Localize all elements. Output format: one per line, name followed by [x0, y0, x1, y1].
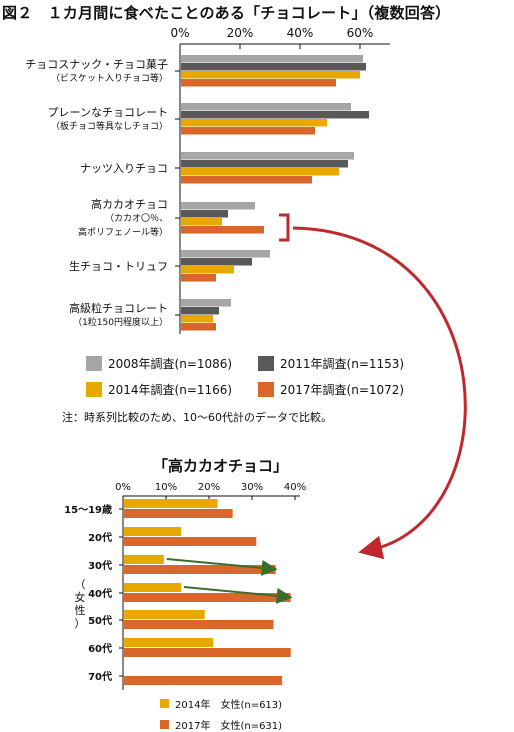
- main-category-label: （板チョコ等具なしチョコ）: [51, 120, 168, 132]
- main-x-tick-label: 20%: [227, 26, 254, 40]
- trend-arrow: [166, 558, 278, 576]
- main-bar: [181, 274, 216, 282]
- legend-item-2008: 2008年調査(n=1086): [86, 355, 232, 372]
- sub-category-label: 40代: [88, 587, 112, 600]
- sub-category-label: 60代: [88, 642, 112, 655]
- sub-bar: [124, 593, 291, 602]
- sub-x-tick-label: 30%: [241, 482, 263, 493]
- legend-swatch-2014: [86, 382, 102, 397]
- main-bar: [181, 250, 270, 258]
- main-category-label: 高ポリフェノール等）: [78, 226, 168, 238]
- sub-x-tick-label: 0%: [115, 482, 131, 493]
- main-bar: [181, 152, 354, 160]
- main-bar: [181, 307, 219, 315]
- main-bar: [181, 202, 255, 210]
- main-category-label: 高カカオチョコ: [91, 197, 168, 211]
- legend-swatch-2008: [86, 356, 102, 371]
- female-label-close: ）: [74, 617, 86, 630]
- main-bar: [181, 119, 327, 127]
- main-bar: [181, 103, 351, 111]
- female-label-open: （: [74, 578, 86, 591]
- sub-chart-title: 「高カカオチョコ」: [153, 457, 289, 475]
- sub-x-tick-label: 20%: [198, 482, 220, 493]
- main-bar: [181, 168, 339, 176]
- main-category-label: 高級粒チョコレート: [69, 301, 168, 315]
- main-x-tick-label: 60%: [347, 26, 374, 40]
- figure-title: 図２ １カ月間に食べたことのある「チョコレート」（複数回答）: [2, 4, 451, 22]
- legend-item-2014: 2014年調査(n=1166): [86, 381, 232, 398]
- main-category-label: 生チョコ・トリュフ: [69, 259, 168, 273]
- footnote: 注：時系列比較のため、10～60代計のデータで比較。: [62, 411, 332, 424]
- sub-legend-item-2014: 2014年 女性(n=613): [160, 696, 282, 711]
- main-bar: [181, 218, 222, 226]
- main-bar: [181, 176, 312, 184]
- trend-arrow: [183, 586, 293, 604]
- sub-bar: [124, 509, 233, 518]
- sub-legend-item-2017: 2017年 女性(n=631): [160, 717, 282, 732]
- female-label-char1: 女: [74, 591, 86, 604]
- main-category-label: （ビスケット入りチョコ等）: [51, 72, 168, 84]
- legend-label-2008: 2008年調査(n=1086): [108, 357, 233, 371]
- main-bar: [181, 63, 366, 71]
- main-category-label: （カカオ〇％、: [105, 213, 168, 224]
- main-x-tick-label: 40%: [287, 26, 314, 40]
- sub-legend-swatch-2017: [160, 720, 169, 729]
- sub-category-label: 30代: [88, 559, 112, 572]
- main-category-label: ナッツ入りチョコ: [80, 162, 168, 175]
- main-category-label: プレーンなチョコレート: [48, 106, 168, 119]
- main-bar: [181, 315, 213, 323]
- main-bar: [181, 258, 252, 266]
- sub-bar: [124, 499, 218, 508]
- main-bar: [181, 160, 348, 168]
- sub-category-label: 15～19歳: [64, 503, 112, 516]
- main-bar: [181, 299, 231, 307]
- sub-legend-label-2017: 2017年 女性(n=631): [175, 721, 283, 732]
- sub-category-label: 70代: [88, 670, 112, 683]
- sub-bar: [124, 537, 257, 546]
- sub-bar: [124, 583, 182, 592]
- legend-swatch-2011: [258, 356, 274, 371]
- sub-legend-label-2014: 2014年 女性(n=613): [175, 700, 283, 711]
- main-bar: [181, 323, 216, 331]
- legend-swatch-2017: [258, 382, 274, 397]
- main-bar: [181, 79, 336, 87]
- main-bar: [181, 55, 363, 63]
- main-bar: [181, 226, 264, 234]
- sub-bar: [124, 610, 205, 619]
- main-bar: [181, 127, 315, 135]
- main-x-tick-label: 0%: [170, 26, 189, 40]
- sub-bar: [124, 565, 276, 574]
- sub-category-label: 50代: [88, 614, 112, 627]
- female-axis-label: （ 女 性 ）: [74, 578, 86, 630]
- sub-bar: [124, 638, 214, 647]
- main-bar-chart: 0% 20% 40% 60% チョコスナック・チョコ菓子（ビスケット入りチョコ等） プレー…: [25, 26, 390, 334]
- main-category-label: チョコスナック・チョコ菓子: [25, 58, 168, 71]
- sub-bar: [124, 620, 274, 629]
- sub-bar: [124, 527, 182, 536]
- sub-category-label: 20代: [88, 531, 112, 544]
- main-category-label: （1粒150円程度以上）: [73, 316, 168, 328]
- sub-bar: [124, 555, 164, 564]
- sub-bar: [124, 676, 283, 685]
- main-bar: [181, 71, 360, 79]
- sub-legend-swatch-2014: [160, 699, 169, 708]
- main-bar: [181, 210, 228, 218]
- legend-label-2014: 2014年調査(n=1166): [108, 383, 233, 397]
- sub-x-tick-label: 40%: [284, 482, 306, 493]
- sub-x-tick-label: 10%: [155, 482, 177, 493]
- sub-bar: [124, 648, 291, 657]
- main-bar: [181, 266, 234, 274]
- main-bar: [181, 111, 369, 119]
- female-label-char2: 性: [74, 604, 86, 617]
